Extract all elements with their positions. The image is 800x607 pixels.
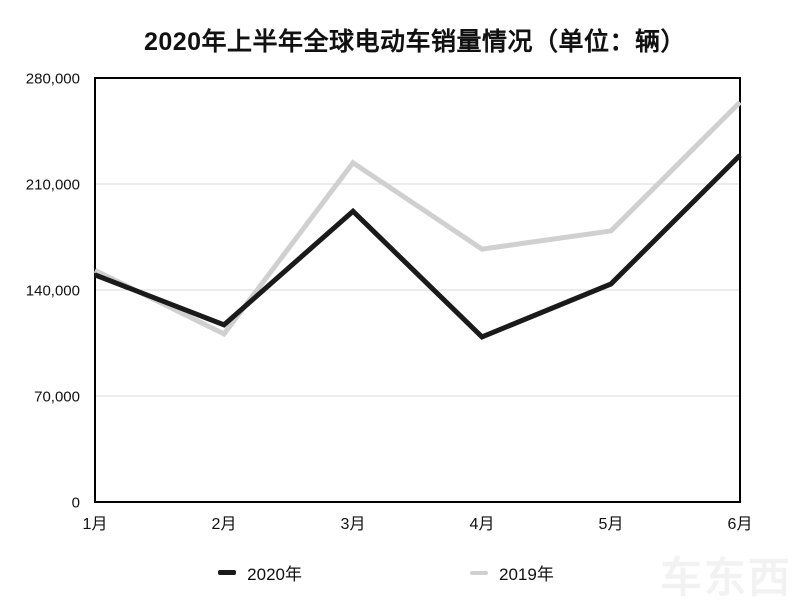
- watermark-logo: 车东西: [659, 554, 792, 601]
- x-tick-label: 4月: [470, 516, 495, 533]
- legend-item-2020: 2020年: [218, 560, 302, 585]
- series-line-2019年: [93, 100, 742, 338]
- x-tick-label: 3月: [341, 516, 366, 533]
- y-tick-label: 0: [72, 495, 80, 512]
- legend-line-swatch-2020: [218, 570, 237, 575]
- chart-legend: 2020年 2019年: [0, 560, 772, 585]
- x-tick-label: 6月: [728, 516, 753, 533]
- y-tick-label: 210,000: [26, 177, 80, 194]
- x-tick-label: 2月: [212, 516, 237, 533]
- legend-label-2019: 2019年: [499, 565, 554, 584]
- x-tick-label: 1月: [83, 516, 108, 533]
- x-tick-label: 5月: [599, 516, 624, 533]
- legend-item-2019: 2019年: [470, 560, 554, 585]
- y-tick-label: 280,000: [26, 71, 80, 88]
- y-tick-label: 140,000: [26, 283, 80, 300]
- chart-title: 2020年上半年全球电动车销量情况（单位：辆）: [143, 28, 687, 56]
- series-line-2020年: [94, 153, 742, 340]
- plot-border: [94, 77, 741, 503]
- legend-label-2020: 2020年: [247, 565, 302, 584]
- legend-line-swatch-2019: [470, 570, 488, 575]
- y-tick-label: 70,000: [34, 389, 80, 406]
